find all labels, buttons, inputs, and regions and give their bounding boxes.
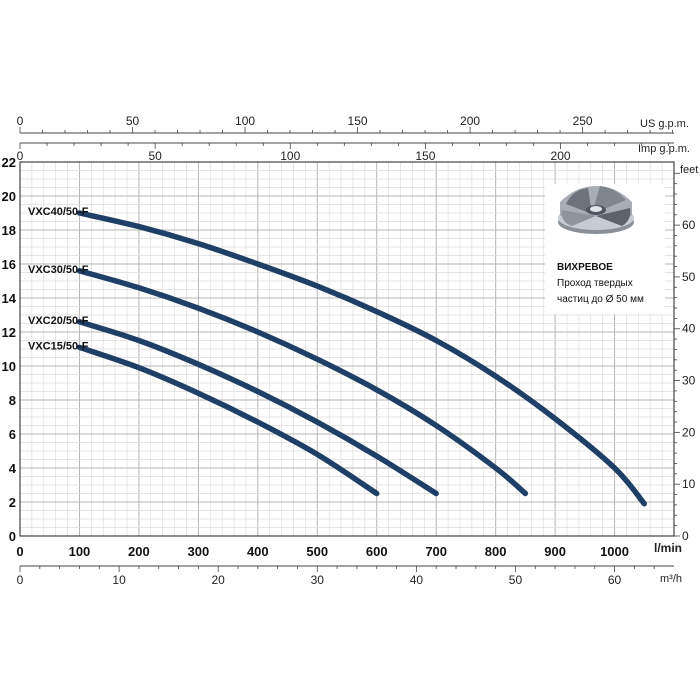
us-gpm-tick-label: 150 [348,114,368,128]
x-tick-label: 1000 [600,544,629,559]
feet-tick-label: 60 [682,218,696,232]
m3h-tick-label: 0 [17,573,24,587]
y-tick-label: 10 [2,359,16,374]
y-tick-label: 2 [9,495,16,510]
feet-tick-label: 40 [682,322,696,336]
series-label: VXC40/50-F [28,206,89,218]
insert-title: ВИХРЕВОЕ [557,262,613,273]
series-label: VXC30/50-F [28,264,89,276]
feet-tick-label: 20 [682,425,696,439]
y-tick-label: 16 [2,257,16,272]
imp-gpm-unit-label: Imp g.p.m. [638,143,690,155]
m3h-tick-label: 10 [112,573,126,587]
plot-frame [19,161,675,537]
y-tick-label: 8 [9,393,16,408]
x-tick-label: 600 [366,544,388,559]
m3h-unit-label: m³/h [660,573,682,585]
curve-vxc30-50-f [76,268,529,497]
x-tick-label: 500 [306,544,328,559]
y-tick-label: 4 [9,461,17,476]
y-tick-label: 14 [2,291,17,306]
y-tick-label: 20 [2,189,16,204]
x-tick-label: 800 [485,544,507,559]
impeller-insert: ВИХРЕВОЕ Проход твердых частиц до Ø 50 м… [545,184,665,314]
imp-gpm-tick-label: 100 [280,149,300,163]
us-gpm-tick-label: 0 [17,114,24,128]
imp-gpm-tick-label: 200 [551,149,571,163]
insert-line-2: частиц до Ø 50 мм [557,294,644,305]
curves [76,210,648,507]
x-tick-label: 0 [16,544,23,559]
m3h-tick-label: 20 [212,573,226,587]
y-tick-label: 18 [2,223,16,238]
x-tick-label: 900 [544,544,566,559]
us-gpm-tick-label: 100 [235,114,255,128]
insert-line-1: Проход твердых [557,278,633,289]
y-tick-label: 12 [2,325,16,340]
curve-vxc40-50-f [76,210,648,507]
y-tick-label: 22 [2,155,16,170]
series-label: VXC20/50-F [28,315,89,327]
imp-gpm-tick-label: 150 [415,149,435,163]
x-tick-label: 400 [247,544,269,559]
m3h-tick-label: 30 [311,573,325,587]
feet-unit-label: feet [680,164,698,176]
y-tick-label: 0 [9,529,16,544]
imp-gpm-tick-label: 0 [17,149,24,163]
x-unit-label: l/min [654,541,682,555]
curve-vxc15-50-f [76,344,380,497]
us-gpm-unit-label: US g.p.m. [640,118,689,130]
x-tick-label: 200 [128,544,150,559]
m3h-tick-label: 60 [608,573,622,587]
feet-tick-label: 50 [682,270,696,284]
us-gpm-tick-label: 250 [573,114,593,128]
y-tick-label: 6 [9,427,16,442]
feet-tick-label: 10 [682,477,696,491]
x-tick-label: 300 [188,544,210,559]
us-gpm-tick-label: 50 [126,114,140,128]
axes [19,127,680,572]
series-label: VXC15/50-F [28,340,89,352]
m3h-tick-label: 50 [509,573,523,587]
x-tick-label: 100 [69,544,91,559]
feet-tick-label: 0 [682,529,689,543]
m3h-tick-label: 40 [410,573,424,587]
feet-tick-label: 30 [682,374,696,388]
imp-gpm-tick-label: 50 [148,149,162,163]
us-gpm-tick-label: 200 [460,114,480,128]
impeller-icon [558,186,634,234]
x-tick-label: 700 [425,544,447,559]
curve-vxc20-50-f [76,319,439,497]
